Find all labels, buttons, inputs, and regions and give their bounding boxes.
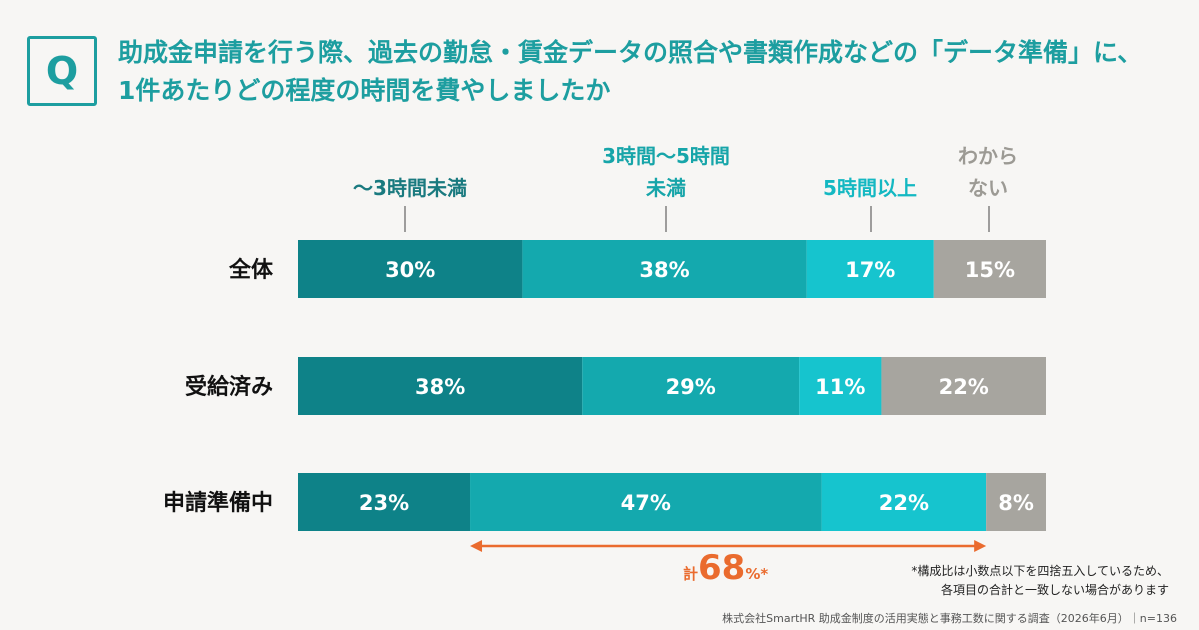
category-label: 申請準備中 xyxy=(163,490,273,516)
bar-value-label: 23% xyxy=(359,491,409,515)
legend-label-line: 未満 xyxy=(646,176,686,200)
bar-value-label: 47% xyxy=(621,491,671,515)
bar-segment xyxy=(582,357,800,415)
legend-label: わからない xyxy=(958,144,1018,200)
bar-value-label: 30% xyxy=(385,258,435,282)
bar-value-label: 38% xyxy=(639,258,689,282)
bar-segment xyxy=(799,357,882,415)
bar-value-label: 22% xyxy=(879,491,929,515)
source-text: 株式会社SmartHR 助成金制度の活用実態と事務工数に関する調査（2026年6… xyxy=(722,612,1177,625)
legend-label: 〜3時間未満 xyxy=(353,176,467,200)
legend-label-line: 3時間〜5時間 xyxy=(602,144,730,168)
bar-segment xyxy=(821,473,987,531)
bar-segment xyxy=(522,240,807,298)
footnote-line-1: *構成比は小数点以下を四捨五入しているため、 xyxy=(911,564,1169,578)
legend-label-line: ない xyxy=(968,176,1008,200)
bar-segment xyxy=(470,473,822,531)
total-arrow-head-right xyxy=(974,540,987,552)
total-prefix: 計 xyxy=(683,565,699,583)
category-label: 受給済み xyxy=(185,374,273,400)
bar-segment xyxy=(298,357,583,415)
bar-value-label: 8% xyxy=(998,491,1034,515)
bar-value-label: 38% xyxy=(415,375,465,399)
question-line-1: 助成金申請を行う際、過去の勤怠・賃金データの照合や書類作成などの「データ準備」に… xyxy=(118,38,1143,67)
legend-label-line: わから xyxy=(958,144,1018,168)
total-value: 68 xyxy=(698,548,746,588)
bar-segment xyxy=(986,473,1046,531)
bar-segment xyxy=(933,240,1046,298)
footnote: *構成比は小数点以下を四捨五入しているため、 各項目の合計と一致しない場合があり… xyxy=(911,562,1169,600)
bar-segment xyxy=(881,357,1046,415)
bar-segment xyxy=(298,240,523,298)
question-text: 助成金申請を行う際、過去の勤怠・賃金データの照合や書類作成などの「データ準備」に… xyxy=(118,34,1178,110)
bar-value-label: 17% xyxy=(845,258,895,282)
question-line-2: 1件あたりどの程度の時間を費やしましたか xyxy=(118,76,611,105)
legend-label: 3時間〜5時間未満 xyxy=(602,144,730,200)
question-badge: Q xyxy=(27,36,97,106)
bar-value-label: 29% xyxy=(666,375,716,399)
bar-value-label: 11% xyxy=(815,375,865,399)
total-suffix: %* xyxy=(745,565,769,583)
total-annotation: 計68%* xyxy=(683,548,768,588)
total-arrow-head-left xyxy=(470,540,483,552)
legend-label: 5時間以上 xyxy=(823,176,917,200)
legend-label-line: 5時間以上 xyxy=(823,176,917,200)
bar-value-label: 22% xyxy=(939,375,989,399)
legend-label-line: 〜3時間未満 xyxy=(353,176,467,200)
bar-segment xyxy=(298,473,471,531)
footnote-line-2: 各項目の合計と一致しない場合があります xyxy=(940,583,1169,597)
bar-value-label: 15% xyxy=(965,258,1015,282)
bar-segment xyxy=(806,240,934,298)
category-label: 全体 xyxy=(228,257,274,283)
